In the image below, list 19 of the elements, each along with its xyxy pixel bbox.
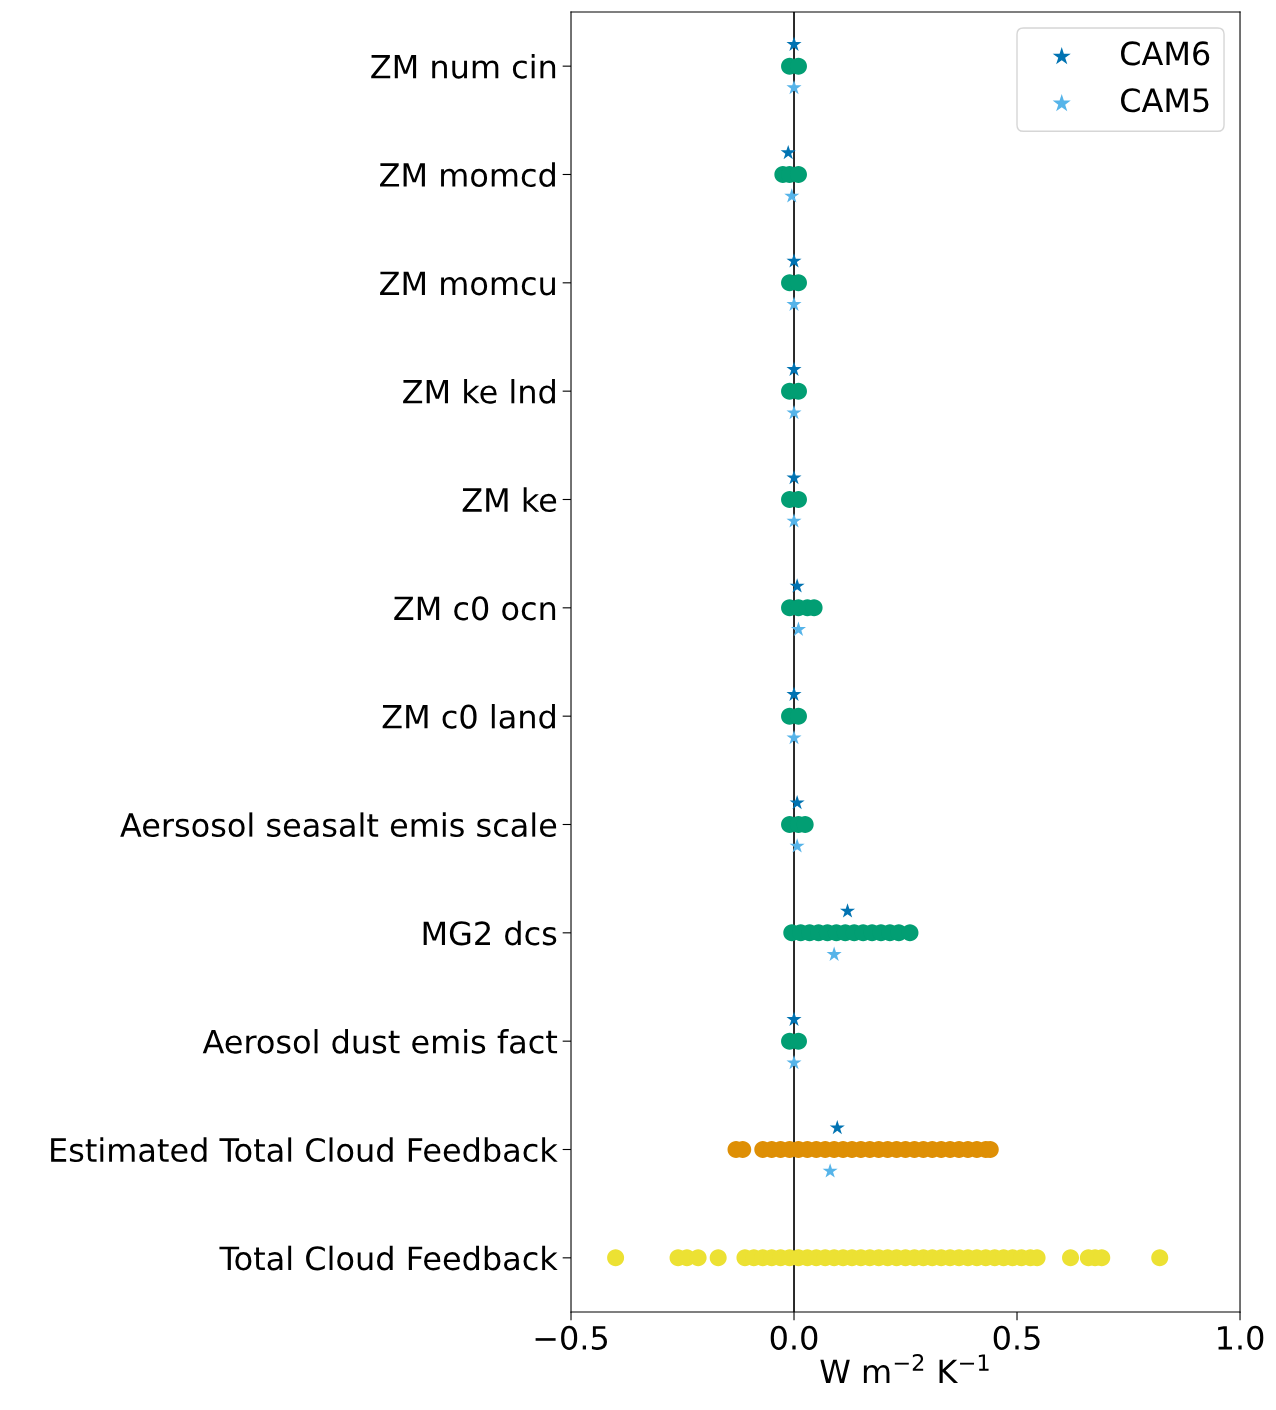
legend-label: CAM5 (1121, 88, 1209, 113)
y-tick-label: ZM momcu (380, 271, 555, 296)
x-tick-label: 0.5 (993, 1325, 1040, 1350)
y-tick-label: ZM num cin (371, 54, 556, 79)
y-tick-label: Estimated Total Cloud Feedback (51, 1137, 558, 1163)
y-tick-label: ZM c0 land (382, 704, 555, 729)
y-tick-label: Aerosol dust emis fact (202, 1029, 558, 1054)
x-tick-label: 0.0 (770, 1325, 818, 1350)
x-axis-title: W m$^{−2}$ K$^{−1}$ (820, 1354, 989, 1383)
y-tick-label: ZM ke (462, 487, 557, 513)
y-tick-label: MG2 dcs (423, 920, 557, 946)
x-tick-label: 1.0 (1218, 1325, 1264, 1350)
y-tick-label: ZM ke lnd (403, 379, 555, 404)
y-tick-label: ZM momcd (380, 162, 555, 188)
x-tick-label: −0.5 (535, 1325, 607, 1350)
legend-label: CAM6 (1121, 41, 1210, 66)
y-tick-label: ZM c0 ocn (394, 596, 556, 621)
y-tick-label: Aersosol seasalt emis scale (120, 812, 557, 838)
y-tick-label: Total Cloud Feedback (219, 1245, 558, 1271)
